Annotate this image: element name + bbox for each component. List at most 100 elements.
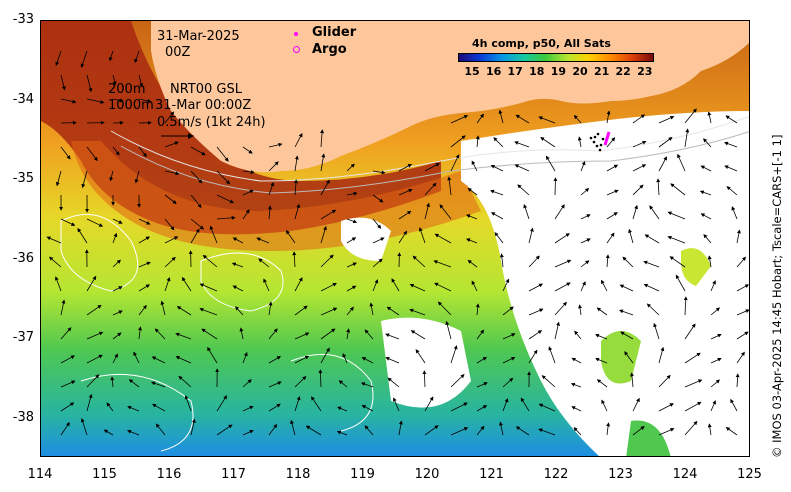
- current-arrow: [190, 218, 205, 230]
- current-arrow: [138, 74, 144, 88]
- current-arrow: [239, 327, 244, 340]
- current-arrow: [285, 230, 296, 244]
- current-arrow: [578, 304, 583, 316]
- current-arrow: [127, 405, 140, 412]
- current-arrow: [346, 237, 357, 244]
- current-arrow: [502, 333, 516, 340]
- current-arrow: [207, 346, 218, 364]
- current-arrow: [707, 255, 712, 268]
- current-arrow: [553, 177, 558, 196]
- current-arrow: [684, 401, 702, 412]
- current-arrow: [700, 165, 712, 172]
- current-arrow: [699, 190, 712, 196]
- current-arrow: [450, 427, 469, 436]
- current-arrow: [46, 236, 62, 244]
- latitude-tick: -34: [12, 91, 34, 107]
- current-arrow: [242, 170, 255, 174]
- current-arrow: [216, 170, 231, 185]
- current-arrow: [528, 308, 544, 316]
- current-arrow: [439, 204, 452, 220]
- current-arrow: [80, 50, 88, 68]
- current-arrow: [502, 356, 516, 364]
- current-arrow: [86, 218, 104, 227]
- current-arrow: [294, 332, 310, 340]
- credit-label: © IMOS 03-Apr-2025 14:45 Hobart; Tscale=…: [770, 134, 784, 458]
- current-arrow: [476, 405, 488, 412]
- current-arrow: [112, 218, 123, 224]
- current-arrow: [112, 332, 122, 340]
- current-arrow: [151, 356, 166, 364]
- current-arrow: [475, 303, 480, 316]
- current-arrow: [450, 135, 466, 148]
- sst-map: [40, 20, 750, 457]
- colorbar-title: 4h comp, p50, All Sats: [472, 37, 611, 50]
- current-arrow: [190, 194, 202, 209]
- current-arrow: [528, 255, 540, 268]
- current-arrow: [424, 202, 430, 220]
- contour-1000m: [120, 131, 749, 194]
- current-arrow: [151, 381, 166, 388]
- current-arrow: [392, 397, 400, 412]
- current-arrow: [466, 238, 478, 244]
- current-arrow: [628, 228, 634, 244]
- current-arrow: [164, 170, 180, 176]
- current-arrow: [346, 262, 357, 268]
- current-arrow: [619, 284, 634, 292]
- current-arrow: [606, 232, 615, 244]
- current-arrow: [475, 135, 480, 148]
- current-arrow: [528, 330, 543, 340]
- current-arrow: [86, 98, 105, 104]
- current-arrow: [320, 153, 326, 172]
- current-arrow: [514, 164, 530, 172]
- current-arrow: [268, 301, 273, 316]
- current-arrow: [620, 331, 634, 340]
- current-arrow: [595, 357, 608, 364]
- current-arrow: [77, 227, 88, 244]
- current-arrow: [450, 373, 465, 388]
- current-arrow: [502, 278, 510, 292]
- current-arrow: [700, 213, 712, 220]
- current-arrow: [541, 375, 556, 388]
- current-arrow: [190, 170, 203, 184]
- colorbar-tick: 18: [529, 65, 545, 78]
- current-arrow: [268, 356, 281, 364]
- current-arrow: [103, 429, 114, 436]
- current-arrow: [684, 128, 690, 148]
- current-arrow: [263, 278, 270, 292]
- current-arrow: [653, 322, 660, 340]
- current-arrow: [710, 379, 721, 388]
- current-arrow: [361, 357, 374, 364]
- current-arrow: [410, 330, 426, 340]
- longitude-tick: 125: [737, 467, 762, 482]
- current-arrow: [242, 379, 252, 388]
- current-arrow: [490, 164, 504, 172]
- current-arrow: [190, 146, 206, 156]
- current-arrow: [596, 307, 608, 316]
- current-arrow: [570, 382, 582, 388]
- current-arrow: [294, 132, 303, 148]
- current-arrow: [580, 187, 590, 196]
- current-arrow: [528, 283, 544, 292]
- current-arrow: [294, 277, 303, 292]
- current-arrow: [606, 422, 611, 436]
- current-arrow: [134, 50, 140, 64]
- current-arrow: [528, 349, 538, 364]
- current-arrow: [724, 141, 738, 148]
- current-arrow: [658, 115, 675, 124]
- current-arrow: [554, 321, 560, 340]
- current-arrow: [372, 194, 384, 203]
- scale-label: 0.5m/s (1kt 24h): [157, 115, 266, 130]
- current-arrow: [632, 140, 647, 148]
- current-arrow: [573, 114, 582, 124]
- current-arrow: [580, 238, 591, 244]
- current-arrow: [387, 377, 400, 388]
- current-arrow: [112, 98, 124, 103]
- current-arrow: [622, 256, 634, 268]
- current-arrow: [209, 225, 218, 244]
- current-arrow: [476, 113, 484, 124]
- current-arrow: [311, 396, 322, 412]
- current-arrow: [670, 183, 686, 196]
- current-arrow: [134, 170, 140, 184]
- current-arrow: [606, 189, 619, 196]
- current-arrow: [658, 403, 674, 412]
